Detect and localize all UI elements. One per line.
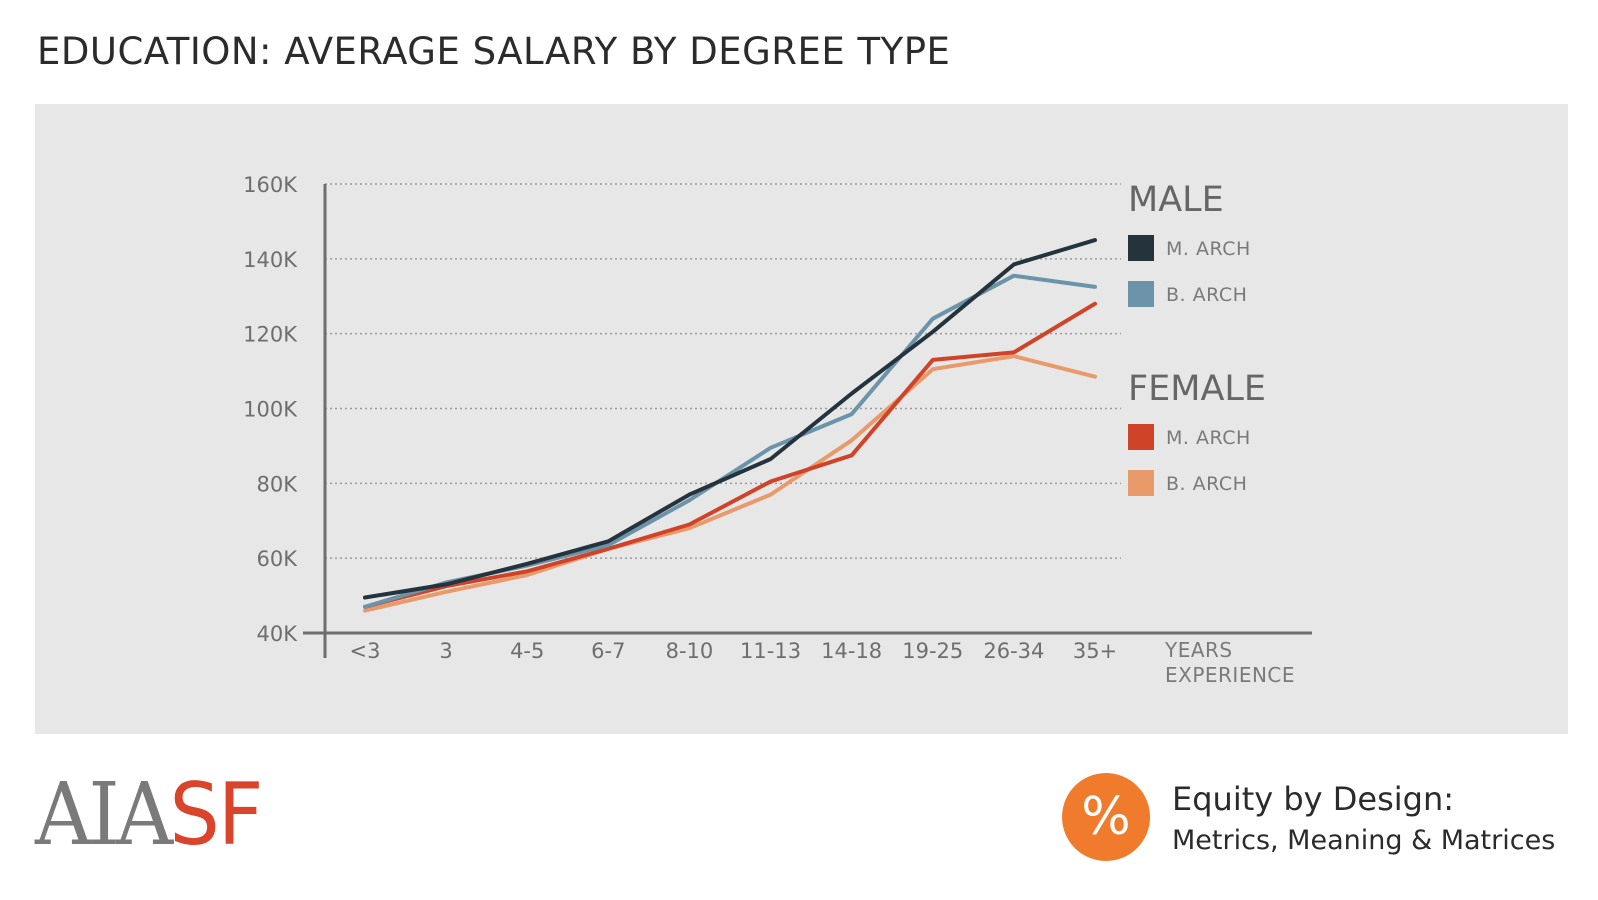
legend-swatch-male-b-arch [1128,281,1154,307]
x-tick-label: 3 [439,639,452,663]
series-line-female-b-arch [363,354,1097,613]
y-tick-label: 160K [243,173,298,197]
aiasf-logo: AIASF [35,770,263,860]
x-tick-label: 35+ [1073,639,1117,663]
x-tick-label: 11-13 [740,639,801,663]
y-tick-label: 60K [257,547,299,571]
legend-group-female: FEMALE [1128,369,1266,409]
x-tick-label: 6-7 [591,639,625,663]
salary-line-chart: 40K 60K 80K 100K 120K 140K 160K <3 3 4-5 6-7 8-10 11… [243,173,1312,687]
y-tick-label: 80K [257,472,299,496]
logo-sf-text: SF [169,765,263,865]
legend-swatch-female-m-arch [1128,424,1154,450]
equity-subtitle: Metrics, Meaning & Matrices [1172,825,1556,856]
x-tick-label: <3 [350,639,381,663]
x-tick-label: 4-5 [510,639,544,663]
chart-panel: 40K 60K 80K 100K 120K 140K 160K <3 3 4-5 6-7 8-10 11… [35,104,1568,734]
legend-label-male-m-arch: M. ARCH [1166,238,1251,260]
y-tick-label: 120K [243,323,298,347]
x-tick-label: 26-34 [983,639,1044,663]
y-tick-label: 140K [243,248,298,272]
x-tick-label: 8-10 [666,639,714,663]
legend-swatch-female-b-arch [1128,470,1154,496]
series-line-male-b-arch [363,273,1097,609]
legend-swatch-male-m-arch [1128,235,1154,261]
page-title: EDUCATION: AVERAGE SALARY BY DEGREE TYPE [37,30,951,73]
legend-label-female-m-arch: M. ARCH [1166,427,1251,449]
y-tick-label: 100K [243,398,298,422]
y-tick-label: 40K [257,622,299,646]
equity-title: Equity by Design: [1172,780,1455,818]
legend-label-male-b-arch: B. ARCH [1166,284,1247,306]
legend-group-male: MALE [1128,180,1224,220]
percent-badge-icon: % [1062,773,1150,861]
x-tick-label: 14-18 [821,639,882,663]
series-line-female-m-arch [363,301,1097,609]
percent-symbol: % [1081,787,1131,847]
x-axis-label: YEARS EXPERIENCE [1164,638,1295,687]
logo-aia-text: AIA [35,765,173,865]
series-line-male-m-arch [363,238,1097,600]
legend-label-female-b-arch: B. ARCH [1166,473,1247,495]
x-tick-label: 19-25 [902,639,963,663]
